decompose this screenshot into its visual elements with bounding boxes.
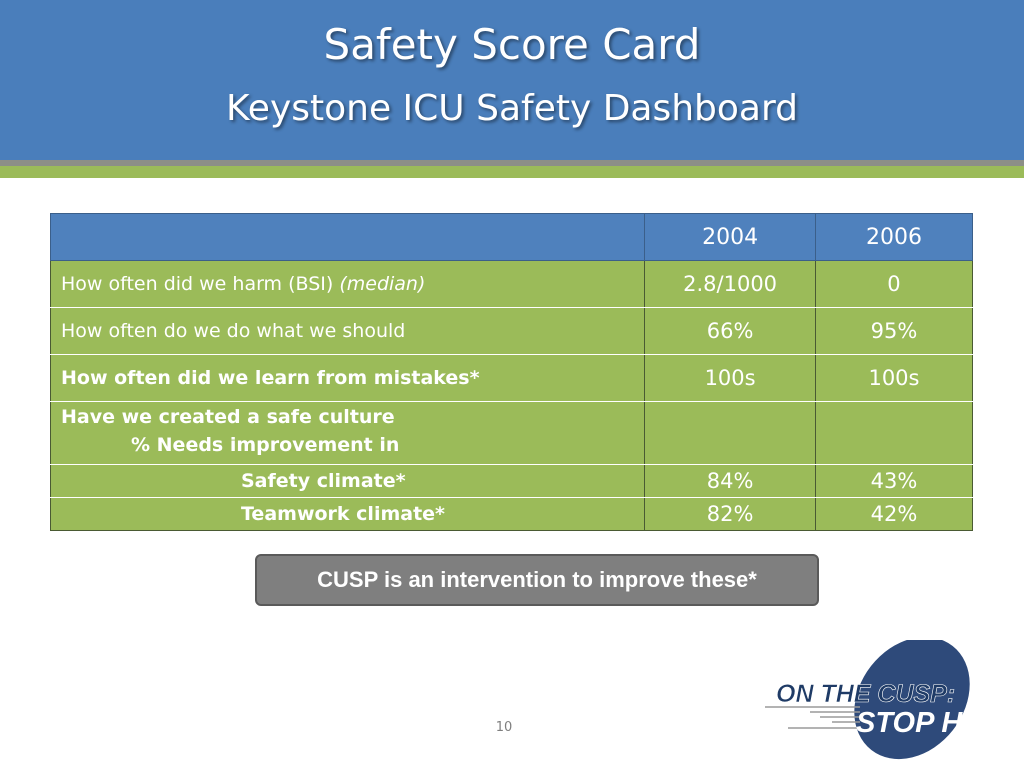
logo-text-stop-hai: STOP HAI bbox=[856, 707, 992, 739]
row-label-safe-culture: Have we created a safe culture % Needs i… bbox=[49, 401, 646, 465]
cell-2006 bbox=[814, 401, 974, 465]
cell-2004 bbox=[644, 401, 816, 465]
cell-2006: 42% bbox=[814, 497, 974, 531]
table-row: Safety climate* 84% 43% bbox=[49, 464, 974, 498]
safe-culture-label: Have we created a safe culture bbox=[61, 406, 395, 428]
header-cell-2004: 2004 bbox=[644, 213, 816, 261]
row-label-learn-from-mistakes: How often did we learn from mistakes* bbox=[49, 354, 646, 402]
cell-2006: 95% bbox=[814, 307, 974, 355]
row-label-teamwork-climate: Teamwork climate* bbox=[49, 497, 646, 531]
cell-2006: 100s bbox=[814, 354, 974, 402]
logo-swoosh-ellipse bbox=[854, 640, 970, 760]
row-label-do-what-we-should: How often do we do what we should bbox=[49, 307, 646, 355]
cell-2006: 43% bbox=[814, 464, 974, 498]
table-row: How often do we do what we should 66% 95… bbox=[49, 307, 974, 355]
teamwork-climate-text: Teamwork climate* bbox=[241, 503, 445, 525]
table-row: Teamwork climate* 82% 42% bbox=[49, 497, 974, 531]
cell-2004: 2.8/1000 bbox=[644, 260, 816, 308]
logo-text-on-the-cusp: ON THE CUSP: bbox=[776, 680, 955, 708]
page-number: 10 bbox=[495, 720, 513, 735]
slide-title: Safety Score Card bbox=[323, 20, 701, 69]
banner-divider-gray bbox=[0, 160, 1024, 166]
needs-improvement-label: % Needs improvement in bbox=[131, 434, 400, 456]
cell-2004: 84% bbox=[644, 464, 816, 498]
row-label-safety-climate: Safety climate* bbox=[49, 464, 646, 498]
median-note: (median) bbox=[339, 273, 426, 295]
row-label-harm: How often did we harm (BSI) (median) bbox=[49, 260, 646, 308]
cell-2004: 100s bbox=[644, 354, 816, 402]
cell-2004: 82% bbox=[644, 497, 816, 531]
header-cell-2006: 2006 bbox=[814, 213, 974, 261]
cusp-callout-box: CUSP is an intervention to improve these… bbox=[255, 554, 819, 606]
safety-climate-text: Safety climate* bbox=[241, 470, 406, 492]
logo-speed-lines bbox=[765, 706, 860, 729]
on-the-cusp-logo: ON THE CUSP: STOP HAI bbox=[765, 640, 992, 760]
table-row: How often did we learn from mistakes* 10… bbox=[49, 354, 974, 402]
safety-score-table: 2004 2006 How often did we harm (BSI) (m… bbox=[49, 213, 974, 531]
slide-subtitle: Keystone ICU Safety Dashboard bbox=[225, 88, 799, 129]
banner-divider-green bbox=[0, 166, 1024, 178]
header-cell-empty bbox=[49, 213, 646, 261]
cell-2004: 66% bbox=[644, 307, 816, 355]
title-banner bbox=[0, 0, 1024, 160]
table-row: How often did we harm (BSI) (median) 2.8… bbox=[49, 260, 974, 308]
table-row: Have we created a safe culture % Needs i… bbox=[49, 401, 974, 465]
table-header-row: 2004 2006 bbox=[49, 213, 974, 261]
cell-2006: 0 bbox=[814, 260, 974, 308]
